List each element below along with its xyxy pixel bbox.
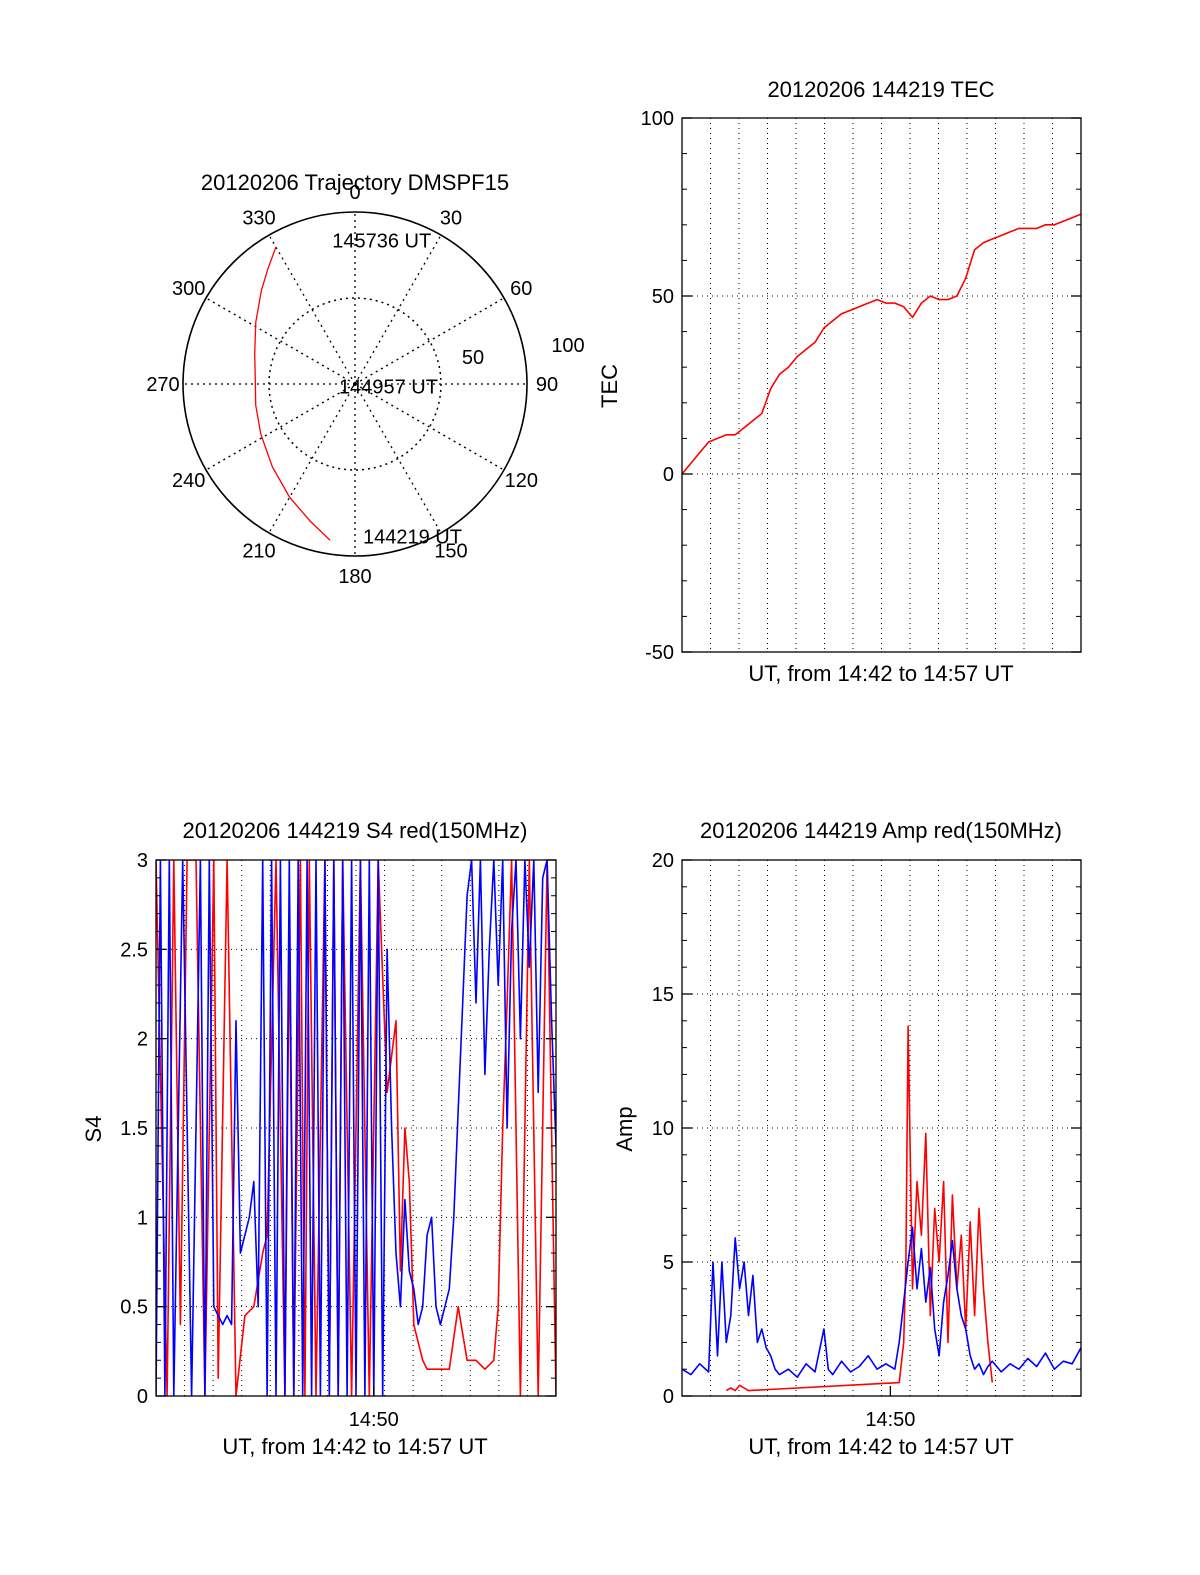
polar-trajectory-line-0 [254, 246, 331, 541]
amp-title: 20120206 144219 Amp red(150MHz) [700, 818, 1062, 843]
polar-azimuth-label-240: 240 [172, 470, 205, 492]
tec-ytick-label-1: 0 [663, 464, 674, 486]
polar-azimuth-label-330: 330 [242, 208, 275, 230]
amp-series-line-1 [682, 1226, 1081, 1378]
amp-xtick-label-0: 14:50 [865, 1409, 915, 1431]
s4-ylabel: S4 [81, 1116, 106, 1143]
amp-panel: 20120206 144219 Amp red(150MHz) UT, from… [612, 818, 1082, 1459]
polar-spoke-30 [354, 234, 442, 385]
s4-xlabel: UT, from 14:42 to 14:57 UT [222, 1434, 487, 1459]
tec-frame [681, 117, 1082, 653]
polar-spoke-120 [354, 383, 505, 471]
tec-ylabel: TEC [597, 364, 622, 408]
polar-spoke-150 [354, 383, 442, 534]
s4-title: 20120206 144219 S4 red(150MHz) [183, 818, 528, 843]
amp-ytick-label-4: 20 [652, 850, 674, 872]
polar-radial-label-50: 50 [462, 347, 484, 369]
amp-xlabel: UT, from 14:42 to 14:57 UT [748, 1434, 1013, 1459]
polar-azimuth-label-300: 300 [172, 278, 205, 300]
s4-ytick-label-3: 1.5 [120, 1118, 148, 1140]
tec-series-line-0 [682, 213, 1081, 475]
polar-azimuth-label-210: 210 [242, 540, 275, 562]
polar-spoke-60 [354, 297, 505, 385]
polar-spoke-300 [205, 297, 356, 385]
s4-series-group [156, 860, 556, 1396]
amp-ytick-label-0: 0 [663, 1386, 674, 1408]
tec-title: 20120206 144219 TEC [767, 77, 994, 102]
polar-spoke-330 [268, 234, 356, 385]
polar-azimuth-label-60: 60 [510, 278, 532, 300]
polar-azimuth-label-90: 90 [536, 374, 558, 396]
tec-panel: 20120206 144219 TEC UT, from 14:42 to 14… [597, 77, 1082, 686]
polar-grid-circle-50 [268, 297, 442, 471]
polar-azimuth-label-120: 120 [505, 470, 538, 492]
tec-series-group [682, 213, 1081, 475]
s4-panel: 20120206 144219 S4 red(150MHz) UT, from … [81, 818, 557, 1459]
s4-ytick-label-5: 2.5 [120, 939, 148, 961]
s4-ytick-label-0: 0 [137, 1386, 148, 1408]
amp-series-line-0 [725, 1025, 994, 1392]
s4-ytick-label-4: 2 [137, 1029, 148, 1051]
amp-ytick-label-3: 15 [652, 984, 674, 1006]
tec-ytick-label-2: 50 [652, 286, 674, 308]
s4-series-line-1 [156, 860, 556, 1396]
polar-spoke-210 [268, 383, 356, 534]
amp-ytick-label-2: 10 [652, 1118, 674, 1140]
s4-ytick-label-6: 3 [137, 850, 148, 872]
polar-radial-label-100: 100 [551, 335, 584, 357]
polar-annotation-1: 144957 UT [339, 377, 438, 399]
tec-ytick-label-3: 100 [641, 108, 674, 130]
polar-azimuth-label-180: 180 [338, 566, 371, 588]
polar-annotation-0: 145736 UT [332, 230, 431, 252]
tec-xlabel: UT, from 14:42 to 14:57 UT [748, 661, 1013, 686]
tec-ytick-label-0: -50 [645, 642, 674, 664]
polar-annotation-2: 144219 UT [363, 526, 462, 548]
polar-azimuth-label-0: 0 [349, 182, 360, 204]
polar-azimuth-label-150: 150 [434, 540, 467, 562]
amp-ylabel: Amp [612, 1106, 637, 1151]
amp-series-group [682, 1025, 1081, 1392]
amp-ytick-label-1: 5 [663, 1252, 674, 1274]
s4-ytick-label-2: 1 [137, 1207, 148, 1229]
polar-spoke-240 [205, 383, 356, 471]
s4-xtick-label-0: 14:50 [349, 1409, 399, 1431]
polar-azimuth-label-270: 270 [146, 374, 179, 396]
polar-azimuth-label-30: 30 [440, 208, 462, 230]
trajectory-panel: 20120206 Trajectory DMSPF15 0 30 60 90 120 15… [146, 170, 584, 588]
polar-outer-circle [182, 211, 528, 557]
trajectory-title: 20120206 Trajectory DMSPF15 [201, 170, 509, 195]
s4-ytick-label-1: 0.5 [120, 1297, 148, 1319]
